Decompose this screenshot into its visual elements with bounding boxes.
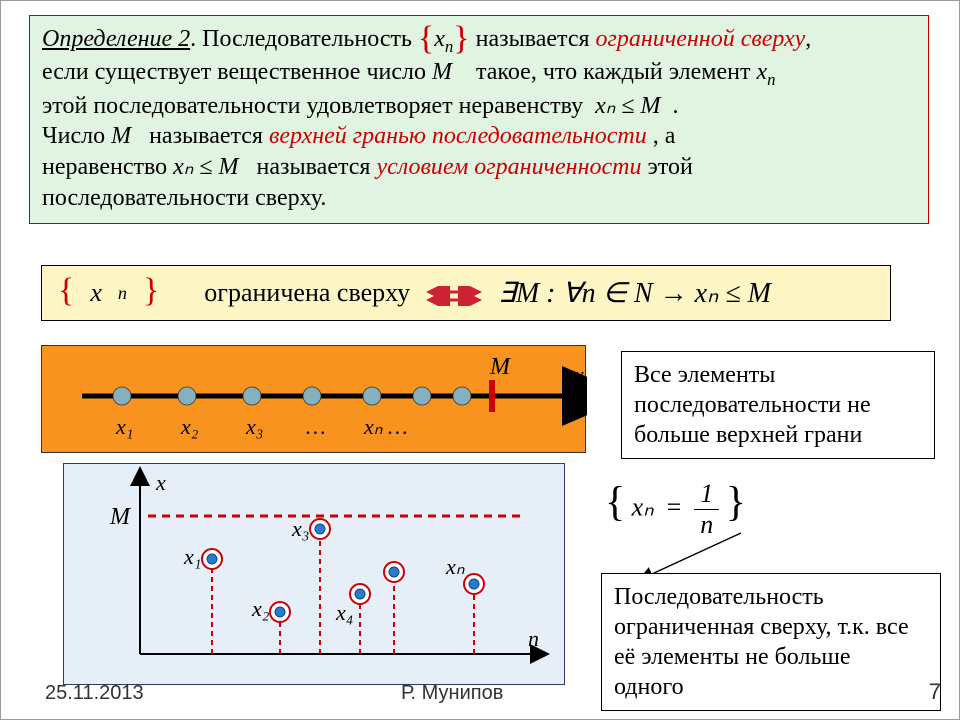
svg-text:x₃: x₃ (245, 414, 263, 439)
footer-author: Р. Мунипов (401, 682, 503, 705)
def-t4b: называется (143, 123, 269, 149)
svg-text:xₙ …: xₙ … (363, 414, 408, 439)
slide: Определение 2. Последовательность {xn} н… (0, 0, 960, 720)
seq-x: x (434, 26, 445, 52)
svg-text:M: M (489, 354, 512, 380)
def-M: M (432, 59, 452, 85)
lbrace3-icon: { (605, 479, 625, 525)
def-t4c: , а (653, 123, 676, 149)
rbrace-icon: } (453, 27, 469, 51)
footer-date: 25.11.2013 (45, 682, 144, 705)
svg-text:M: M (109, 504, 132, 530)
svg-text:x₁: x₁ (183, 544, 201, 569)
def-ineq2: xₙ ≤ M (173, 154, 238, 180)
svg-text:x₁: x₁ (115, 414, 133, 439)
def-t6: последовательности сверху. (42, 185, 326, 211)
def-xn-x: x (756, 59, 767, 85)
def-t4a: Число (42, 123, 111, 149)
rbrace3-icon: } (726, 479, 746, 525)
def-t1c: , (805, 26, 811, 52)
def-t1a: . Последовательность (190, 26, 418, 52)
lbrace2-icon: { (58, 279, 74, 303)
lbrace-icon: { (418, 27, 434, 51)
def-t1b: называется (476, 26, 596, 52)
formal-x: x (90, 278, 102, 308)
def-bounded-above: ограниченной сверху (596, 26, 806, 52)
svg-text:xₙ: xₙ (445, 554, 465, 579)
svg-text:x: x (573, 362, 584, 387)
svg-text:x₃: x₃ (291, 516, 309, 541)
svg-text:x₂: x₂ (251, 596, 270, 621)
def-cond: условием ограниченности (376, 154, 641, 180)
seq-n: n (445, 37, 453, 56)
svg-text:x: x (155, 470, 166, 495)
note-all-elements: Все элементы последовательности не больш… (621, 351, 935, 459)
biarrow-icon (426, 283, 482, 303)
svg-text:n: n (528, 626, 539, 651)
note-bounded-by-one: Последовательность ограниченная сверху, … (601, 573, 941, 711)
def-M2: M (111, 123, 131, 149)
svg-text:x₄: x₄ (335, 600, 353, 625)
chart-box: Mx n x₁ x₂ x₃ x₄ xₙ (63, 463, 565, 685)
formal-box: { xn} ограничена сверху ∃M : ∀n ∈ N → xₙ … (41, 265, 891, 321)
formal-n: n (118, 283, 127, 304)
svg-text:x₂: x₂ (180, 414, 199, 439)
formal-formula: ∃M : ∀n ∈ N → xₙ ≤ M (498, 276, 771, 310)
def-upper-bound: верхней гранью последовательности (269, 123, 647, 149)
def-t5c: этой (647, 154, 692, 180)
footer-page: 7 (929, 679, 941, 705)
def-t2a: если существует вещественное число (42, 59, 432, 85)
svg-text:…: … (306, 414, 326, 439)
definition-box: Определение 2. Последовательность {xn} н… (29, 15, 929, 224)
def-title: Определение 2 (42, 26, 190, 52)
number-line: Mx x₁ x₂ x₃ … xₙ … (42, 346, 587, 454)
def-t2b: такое, что каждый элемент (470, 59, 756, 85)
def-t5a: неравенство (42, 154, 173, 180)
formal-bounded-text: ограничена сверху (204, 278, 410, 308)
number-line-box: Mx x₁ x₂ x₃ … xₙ … (41, 345, 586, 453)
def-t5b: называется (251, 154, 377, 180)
def-xn-n: n (767, 70, 775, 89)
sequence-chart: Mx n x₁ x₂ x₃ x₄ xₙ (64, 464, 566, 686)
def-ineq1: xₙ ≤ M (595, 93, 660, 119)
def-t3: этой последовательности удовлетворяет не… (42, 93, 589, 119)
rbrace2-icon: } (143, 279, 159, 303)
